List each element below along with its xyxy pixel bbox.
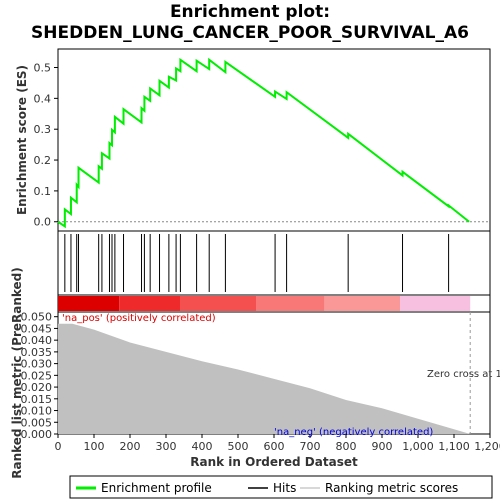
x-tick-label: 500 <box>228 440 249 453</box>
es-ylabel: Enrichment score (ES) <box>15 65 29 215</box>
ranking-heatmap <box>57 294 491 313</box>
heatmap-band <box>324 296 400 311</box>
metric-ylabel: Ranked list metric (PreRanked) <box>10 267 24 479</box>
heatmap-band <box>400 296 471 311</box>
metric-y-tick-label: 0.020 <box>21 381 53 394</box>
metric-y-tick-label: 0.035 <box>21 346 53 359</box>
x-tick-label: 900 <box>372 440 393 453</box>
es-panel: 0.0 0.1 0.2 0.3 0.4 0.5 Enrichment score (ES) <box>15 48 491 232</box>
pos-label: 'na_pos' (positively correlated) <box>62 313 216 324</box>
x-tick-label: 600 <box>264 440 285 453</box>
es-y-axis: 0.0 0.1 0.2 0.3 0.4 0.5 <box>34 62 58 229</box>
zero-cross-label: Zero cross at 1145 <box>427 369 500 380</box>
metric-panel: 0.0000.0050.0100.0150.0200.0250.0300.035… <box>10 267 500 479</box>
metric-y-tick-label: 0.000 <box>21 428 53 441</box>
legend-enrichment-label: Enrichment profile <box>101 481 212 495</box>
es-y-tick-label: 0.3 <box>34 123 52 136</box>
metric-y-tick-label: 0.010 <box>21 405 53 418</box>
metric-y-tick-label: 0.015 <box>21 393 53 406</box>
hit-marks <box>64 234 450 292</box>
hits-panel-frame <box>57 230 491 296</box>
metric-y-tick-label: 0.030 <box>21 358 53 371</box>
x-tick-label: 700 <box>300 440 321 453</box>
es-y-tick-label: 0.2 <box>34 154 52 167</box>
es-panel-frame <box>57 48 491 232</box>
legend-ranking-label: Ranking metric scores <box>325 481 458 495</box>
legend-frame <box>69 475 493 499</box>
x-axis-label: Rank in Ordered Dataset <box>190 455 358 469</box>
heatmap-band <box>58 296 120 311</box>
legend: Enrichment profile Hits Ranking metric s… <box>69 475 493 499</box>
es-y-tick-label: 0.5 <box>34 62 52 75</box>
es-y-tick-label: 0.1 <box>34 185 52 198</box>
x-tick-label: 200 <box>120 440 141 453</box>
x-tick-label: 300 <box>156 440 177 453</box>
metric-y-tick-label: 0.050 <box>21 311 53 324</box>
x-tick-label: 0 <box>55 440 62 453</box>
x-tick-label: 1,000 <box>402 440 434 453</box>
heatmap-band <box>180 296 256 311</box>
metric-y-tick-label: 0.040 <box>21 334 53 347</box>
legend-hits-label: Hits <box>273 481 296 495</box>
x-tick-label: 1,200 <box>474 440 500 453</box>
metric-y-tick-label: 0.045 <box>21 322 53 335</box>
enrichment-profile-line <box>57 57 470 229</box>
x-tick-label: 800 <box>336 440 357 453</box>
x-axis: 0 100 200 300 400 500 600 700 800 900 1,000 1,100 1,… <box>55 434 500 453</box>
metric-y-tick-label: 0.005 <box>21 416 53 429</box>
x-tick-label: 1,100 <box>438 440 470 453</box>
chart-subtitle: SHEDDEN_LUNG_CANCER_POOR_SURVIVAL_A6 <box>31 23 469 43</box>
hits-panel <box>57 230 491 296</box>
heatmap-band <box>119 296 181 311</box>
es-y-tick-label: 0.0 <box>34 216 52 229</box>
metric-y-tick-label: 0.025 <box>21 369 53 382</box>
ranking-metric-area <box>58 323 471 434</box>
x-tick-label: 100 <box>84 440 105 453</box>
chart-title: Enrichment plot: <box>170 2 330 22</box>
x-tick-label: 400 <box>192 440 213 453</box>
es-y-tick-label: 0.4 <box>34 92 52 105</box>
metric-y-axis: 0.0000.0050.0100.0150.0200.0250.0300.035… <box>21 311 58 441</box>
neg-label: 'na_neg' (negatively correlated) <box>274 427 433 438</box>
heatmap-band <box>256 296 325 311</box>
heatmap-bands <box>58 296 471 311</box>
